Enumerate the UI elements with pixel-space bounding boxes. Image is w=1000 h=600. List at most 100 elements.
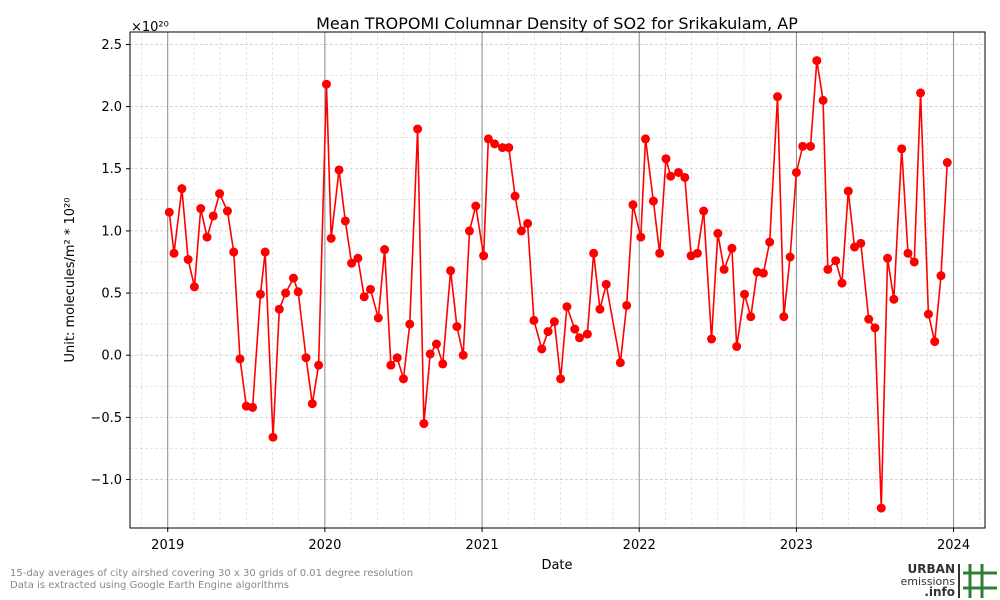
data-point: [680, 172, 690, 182]
data-point: [347, 258, 357, 268]
data-point: [942, 158, 952, 168]
footnote: 15-day averages of city airshed covering…: [10, 568, 413, 579]
data-point: [479, 251, 489, 261]
data-point: [359, 292, 369, 302]
y-tick-label: 0.0: [101, 349, 122, 364]
data-point: [831, 256, 841, 266]
data-point: [529, 315, 539, 325]
data-point: [215, 189, 225, 199]
data-point: [655, 248, 665, 258]
data-point: [458, 350, 468, 360]
data-point: [222, 206, 232, 216]
chart-title: Mean TROPOMI Columnar Density of SO2 for…: [316, 14, 798, 33]
data-point: [464, 226, 474, 236]
data-point: [431, 339, 441, 349]
data-point: [930, 337, 940, 347]
data-point: [648, 196, 658, 206]
data-point: [326, 233, 336, 243]
data-point: [595, 304, 605, 314]
data-point: [818, 95, 828, 105]
logo: URBAN emissions .info: [901, 562, 997, 599]
data-point: [636, 232, 646, 242]
data-point: [260, 247, 270, 257]
data-point: [856, 238, 866, 248]
data-point: [196, 204, 206, 214]
y-tick-label: 0.5: [101, 287, 122, 302]
data-point: [452, 322, 462, 332]
y-offset-label: ×10²⁰: [131, 20, 169, 35]
y-tick-label: 1.5: [101, 162, 122, 177]
data-point: [405, 319, 415, 329]
data-point: [177, 184, 187, 194]
data-point: [281, 288, 291, 298]
data-point: [510, 191, 520, 201]
data-point: [570, 324, 580, 334]
data-point: [883, 253, 893, 263]
data-point: [255, 289, 265, 299]
data-point: [589, 248, 599, 258]
data-point: [765, 237, 775, 247]
data-point: [321, 79, 331, 89]
data-point: [740, 289, 750, 299]
data-point: [504, 143, 514, 153]
data-point: [556, 374, 566, 384]
logo-icon: [963, 564, 997, 598]
data-point: [202, 232, 212, 242]
data-point: [707, 334, 717, 344]
y-tick-label: 2.5: [101, 38, 122, 53]
data-point: [628, 200, 638, 210]
y-tick-label: 2.0: [101, 100, 122, 115]
data-point: [779, 312, 789, 322]
x-tick-label: 2019: [151, 538, 184, 553]
data-point: [446, 266, 456, 276]
x-axis-label: Date: [541, 558, 572, 573]
data-point: [732, 342, 742, 352]
data-point: [229, 247, 239, 257]
data-point: [622, 300, 632, 310]
x-tick-label: 2021: [466, 538, 499, 553]
data-point: [575, 333, 585, 343]
data-point: [615, 358, 625, 368]
data-point: [425, 349, 435, 359]
y-tick-label: 1.0: [101, 224, 122, 239]
data-point: [916, 88, 926, 98]
data-point: [419, 419, 429, 429]
footnote: Data is extracted using Google Earth Eng…: [10, 580, 289, 591]
data-point: [692, 248, 702, 258]
data-point: [288, 273, 298, 283]
data-point: [471, 201, 481, 211]
data-point: [380, 245, 390, 255]
data-point: [837, 278, 847, 288]
data-point: [365, 284, 375, 294]
data-point: [713, 228, 723, 238]
data-point: [314, 360, 324, 370]
y-axis-label: Unit: molecules/m² * 10²⁰: [63, 198, 78, 363]
x-tick-label: 2020: [308, 538, 341, 553]
data-point: [169, 248, 179, 258]
data-point: [523, 218, 533, 228]
plot-frame: [129, 31, 986, 529]
data-point: [923, 309, 933, 319]
data-point: [601, 279, 611, 289]
x-tick-label: 2022: [623, 538, 656, 553]
data-point: [870, 323, 880, 333]
data-point: [392, 353, 402, 363]
data-point: [666, 171, 676, 181]
logo-text: .info: [924, 585, 955, 599]
data-point: [353, 253, 363, 263]
data-point: [274, 304, 284, 314]
data-point: [543, 327, 553, 337]
data-point: [164, 207, 174, 217]
x-tick-label: 2023: [780, 538, 813, 553]
data-point: [897, 144, 907, 154]
data-point: [562, 302, 572, 312]
data-point: [307, 399, 317, 409]
data-point: [843, 186, 853, 196]
data-point: [719, 264, 729, 274]
data-point: [483, 134, 493, 144]
data-point: [812, 56, 822, 66]
data-point: [398, 374, 408, 384]
data-point: [758, 268, 768, 278]
data-point: [699, 206, 709, 216]
data-point: [746, 312, 756, 322]
